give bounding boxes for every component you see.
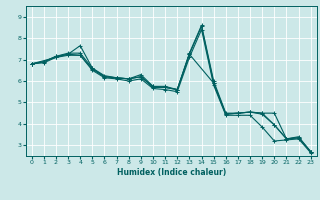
X-axis label: Humidex (Indice chaleur): Humidex (Indice chaleur)	[116, 168, 226, 177]
